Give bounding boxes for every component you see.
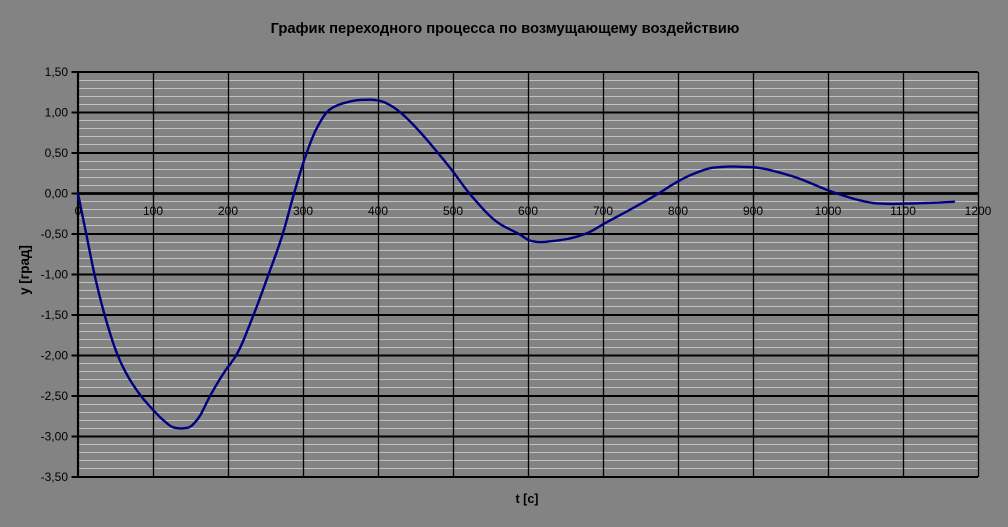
svg-text:0: 0: [75, 204, 82, 218]
svg-text:800: 800: [668, 204, 688, 218]
svg-text:-2,00: -2,00: [41, 349, 69, 363]
svg-text:700: 700: [593, 204, 613, 218]
svg-text:-1,00: -1,00: [41, 268, 69, 282]
svg-text:900: 900: [743, 204, 763, 218]
svg-text:1,50: 1,50: [45, 65, 69, 79]
svg-text:1200: 1200: [965, 204, 992, 218]
svg-text:200: 200: [218, 204, 238, 218]
svg-text:-3,00: -3,00: [41, 430, 69, 444]
svg-text:y [град]: y [град]: [17, 245, 32, 295]
svg-text:-3,50: -3,50: [41, 470, 69, 484]
svg-text:100: 100: [143, 204, 163, 218]
svg-text:0,00: 0,00: [45, 187, 69, 201]
svg-text:1,00: 1,00: [45, 106, 69, 120]
svg-text:1000: 1000: [815, 204, 842, 218]
svg-text:-2,50: -2,50: [41, 389, 69, 403]
svg-text:400: 400: [368, 204, 388, 218]
svg-text:0,50: 0,50: [45, 146, 69, 160]
svg-text:500: 500: [443, 204, 463, 218]
svg-text:t [с]: t [с]: [516, 492, 539, 506]
svg-text:600: 600: [518, 204, 538, 218]
svg-text:300: 300: [293, 204, 313, 218]
svg-text:1100: 1100: [890, 204, 916, 218]
svg-text:-0,50: -0,50: [41, 227, 69, 241]
svg-text:-1,50: -1,50: [41, 308, 69, 322]
svg-text:График переходного процесса по: График переходного процесса по возмущающ…: [271, 21, 740, 37]
